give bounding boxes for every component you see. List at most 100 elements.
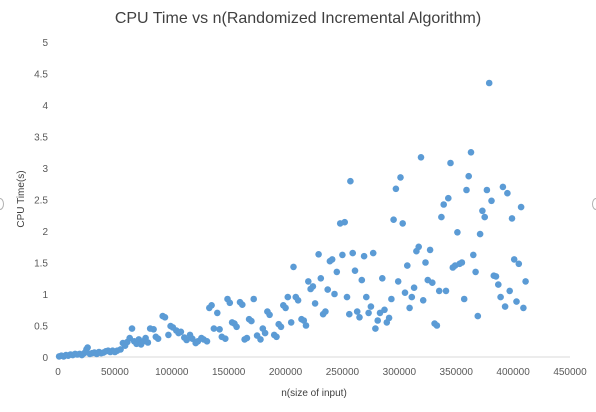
data-point	[406, 304, 413, 312]
y-tick-label: 3.5	[34, 133, 48, 144]
data-point	[239, 301, 246, 309]
plot-area: 0 0.5 1 1.5 2 2.5 3 3.5 4 4.5 5 0 50000 100000 150000…	[34, 38, 587, 378]
data-point	[273, 333, 280, 341]
data-point	[463, 186, 470, 194]
data-point	[438, 213, 445, 221]
data-point	[410, 284, 418, 292]
y-tick-label: 2.5	[34, 196, 48, 207]
data-point	[495, 281, 502, 288]
data-point	[374, 317, 382, 324]
data-point	[499, 183, 507, 191]
data-point	[401, 289, 409, 297]
data-point	[501, 303, 509, 310]
data-point	[408, 293, 416, 301]
data-point	[250, 295, 257, 303]
x-tick-label: 50000	[101, 367, 129, 378]
data-point	[492, 273, 500, 280]
x-tick-label: 400000	[496, 367, 530, 378]
data-point	[474, 312, 482, 320]
data-point	[483, 186, 491, 194]
y-tick-label: 5	[42, 38, 48, 49]
x-tick-label: 450000	[553, 367, 587, 378]
data-point	[290, 263, 297, 271]
y-tick-label: 0.5	[34, 322, 48, 333]
data-point	[294, 297, 302, 304]
data-point	[183, 336, 190, 344]
data-point	[372, 325, 379, 332]
x-tick-label: 300000	[383, 367, 417, 378]
data-point	[363, 293, 370, 301]
data-point	[497, 293, 504, 301]
data-point	[485, 79, 493, 87]
data-point	[360, 252, 368, 260]
data-point	[381, 306, 388, 314]
data-point	[417, 154, 425, 161]
data-point	[257, 336, 264, 343]
data-point	[506, 287, 513, 295]
data-point	[445, 194, 452, 202]
data-point	[358, 276, 366, 284]
data-point	[324, 286, 332, 293]
data-point	[390, 216, 397, 223]
data-point	[379, 275, 386, 282]
data-point	[465, 172, 473, 180]
x-tick-label: 150000	[212, 367, 246, 378]
data-point	[369, 249, 377, 257]
data-point	[328, 256, 336, 263]
y-tick-label: 2	[42, 227, 48, 238]
data-point	[508, 215, 516, 222]
data-point	[210, 325, 218, 332]
data-point	[467, 149, 475, 156]
data-point	[515, 260, 523, 268]
x-axis-tick-labels: 0 50000 100000 150000 200000 250000 300000 3500…	[55, 367, 587, 378]
data-point	[388, 295, 395, 303]
data-point	[315, 251, 322, 258]
y-tick-label: 3	[42, 164, 48, 175]
data-point	[150, 326, 157, 333]
data-point	[282, 304, 289, 312]
data-point	[284, 293, 292, 301]
data-point	[435, 287, 443, 295]
data-point	[161, 314, 169, 321]
data-point	[208, 302, 215, 309]
x-tick-label: 0	[55, 367, 61, 378]
x-tick-label: 100000	[155, 367, 189, 378]
x-tick-label: 200000	[269, 367, 303, 378]
x-tick-label: 250000	[326, 367, 360, 378]
data-point	[404, 262, 411, 269]
x-axis-title: n(size of input)	[281, 388, 347, 399]
data-point	[367, 303, 375, 310]
data-point	[504, 189, 511, 197]
data-point	[341, 218, 349, 226]
data-point	[177, 328, 185, 336]
data-point	[397, 174, 404, 181]
data-point	[248, 317, 255, 325]
data-point	[476, 230, 484, 238]
data-point	[460, 295, 468, 303]
right-resize-handle[interactable]	[592, 198, 596, 210]
data-point	[84, 344, 91, 351]
y-axis-tick-labels: 0 0.5 1 1.5 2 2.5 3 3.5 4 4.5 5	[34, 38, 48, 364]
data-point	[510, 256, 518, 263]
data-point	[154, 335, 162, 343]
data-point	[488, 197, 495, 205]
data-point	[311, 300, 319, 307]
data-point	[216, 326, 223, 333]
data-point	[356, 314, 363, 321]
data-point	[415, 243, 423, 251]
data-point	[117, 346, 124, 353]
data-point	[300, 317, 308, 324]
data-point	[266, 311, 273, 319]
y-axis-title: CPU Time(s)	[16, 170, 27, 227]
data-point	[365, 309, 372, 317]
data-point	[222, 335, 229, 343]
data-point	[144, 339, 152, 346]
data-point	[346, 310, 353, 318]
data-point	[458, 259, 466, 266]
y-tick-label: 1.5	[34, 259, 48, 270]
chart-title: CPU Time vs n(Randomized Incremental Alg…	[115, 10, 481, 27]
data-point	[472, 268, 479, 276]
y-tick-label: 1	[42, 290, 48, 301]
